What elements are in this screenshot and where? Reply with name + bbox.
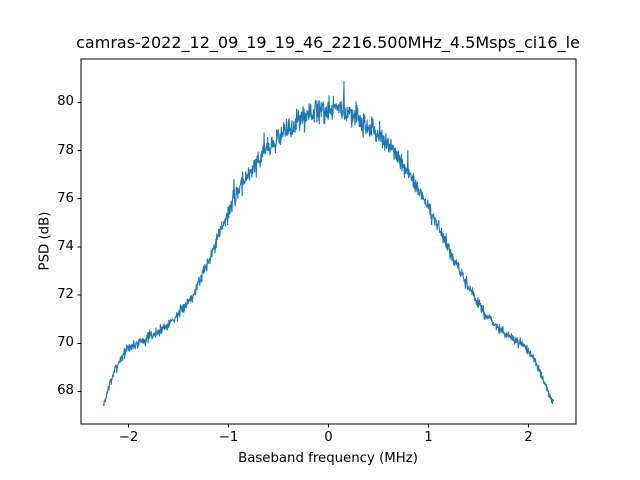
x-tick-label: −2 xyxy=(118,430,139,445)
y-tick-label: 68 xyxy=(57,383,74,399)
y-tick-label: 80 xyxy=(57,94,74,110)
x-tick-label: 0 xyxy=(324,430,333,445)
x-tick-label: −1 xyxy=(218,430,239,445)
psd-trace xyxy=(102,80,555,407)
x-tick-label: 2 xyxy=(524,430,533,445)
y-tick-label: 70 xyxy=(57,335,74,351)
y-tick-label: 76 xyxy=(57,190,74,206)
y-tick-label: 72 xyxy=(57,287,74,303)
x-axis-label: Baseband frequency (MHz) xyxy=(238,451,418,466)
chart-title: camras-2022_12_09_19_19_46_2216.500MHz_4… xyxy=(76,33,580,52)
x-tick-label: 1 xyxy=(424,430,433,445)
y-tick-label: 78 xyxy=(57,142,74,158)
y-tick-label: 74 xyxy=(57,238,74,254)
